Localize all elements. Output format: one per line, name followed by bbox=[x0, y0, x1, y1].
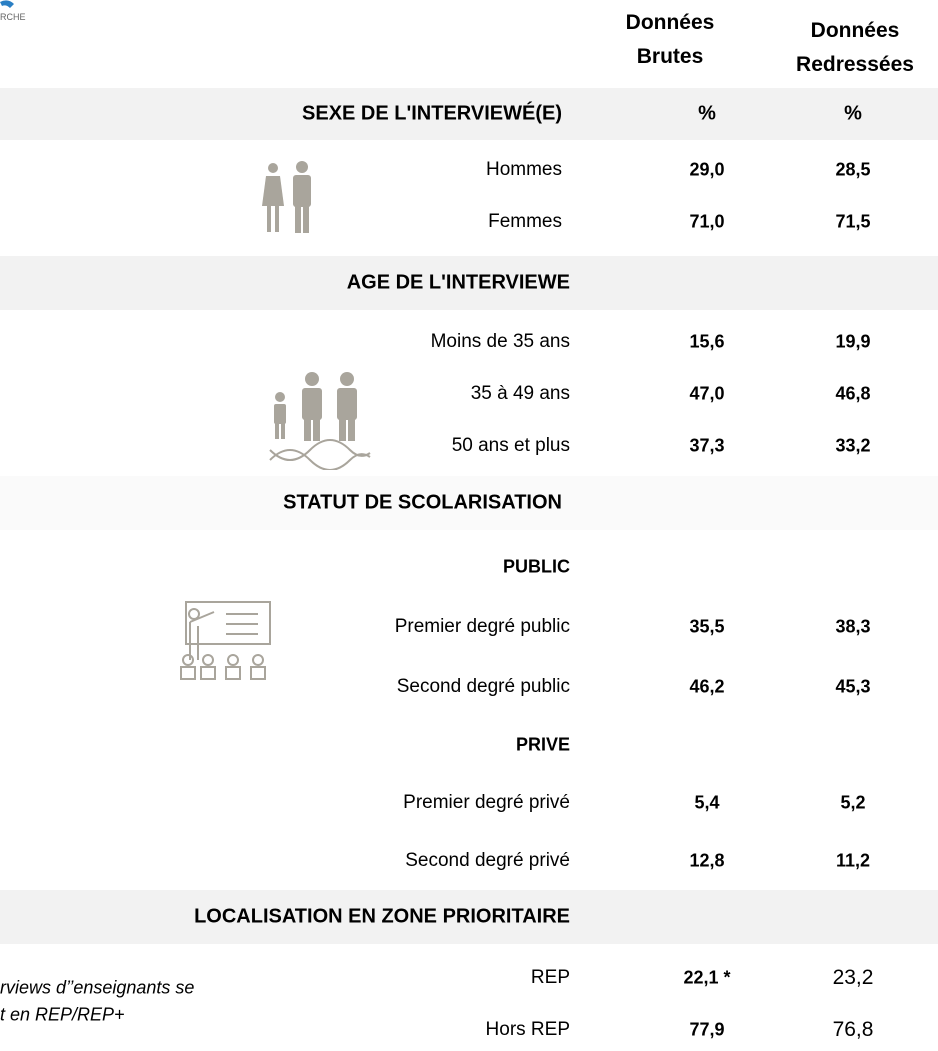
row-label: Hommes bbox=[485, 159, 562, 180]
row-label: REP bbox=[530, 967, 570, 988]
value: 5,4 bbox=[694, 792, 720, 813]
section-title: SEXE DE L'INTERVIEWÉ(E) bbox=[302, 102, 562, 125]
classroom-icon bbox=[180, 601, 271, 680]
row-label: Hors REP bbox=[485, 1019, 570, 1040]
note: rviews d’’enseignants se bbox=[0, 977, 195, 998]
unit: % bbox=[698, 102, 716, 125]
row-label: 35 à 49 ans bbox=[470, 383, 570, 404]
unit: % bbox=[844, 102, 862, 125]
column-header: Données Redressées bbox=[796, 19, 914, 76]
value: 71,5 bbox=[835, 211, 871, 232]
section-title: LOCALISATION EN ZONE PRIORITAIRE bbox=[194, 905, 570, 928]
section-title: STATUT DE SCOLARISATION bbox=[283, 491, 562, 514]
row-label: Femmes bbox=[488, 211, 562, 232]
value: 35,5 bbox=[689, 616, 725, 637]
value: 22,1 * bbox=[683, 967, 731, 988]
logo bbox=[0, 0, 14, 8]
value: 71,0 bbox=[689, 211, 725, 232]
row-label: Second degré privé bbox=[405, 850, 570, 871]
value: 19,9 bbox=[835, 331, 871, 352]
row-label: Premier degré public bbox=[394, 616, 570, 637]
note: t en REP/REP+ bbox=[0, 1004, 125, 1025]
value: 33,2 bbox=[835, 435, 871, 456]
row-label: Second degré public bbox=[396, 676, 570, 697]
value: 5,2 bbox=[840, 792, 866, 813]
column-header: Données Brutes bbox=[625, 11, 715, 68]
value: 38,3 bbox=[835, 616, 871, 637]
value: 12,8 bbox=[689, 850, 725, 871]
group-title: PRIVE bbox=[515, 734, 570, 755]
value: 15,6 bbox=[689, 331, 725, 352]
value: 77,9 bbox=[689, 1019, 725, 1040]
row-label: Moins de 35 ans bbox=[430, 331, 570, 352]
value: 37,3 bbox=[689, 435, 725, 456]
value: 28,5 bbox=[835, 159, 871, 180]
row-label: 50 ans et plus bbox=[451, 435, 570, 456]
section-band bbox=[0, 256, 938, 310]
value: 47,0 bbox=[689, 383, 725, 404]
section-title: AGE DE L'INTERVIEWE bbox=[346, 271, 570, 294]
value: 45,3 bbox=[835, 676, 871, 697]
section-band bbox=[0, 476, 938, 530]
row-label: Premier degré privé bbox=[403, 792, 570, 813]
value: 23,2 bbox=[832, 966, 874, 989]
section-band bbox=[0, 88, 938, 140]
logo-text: RCHE bbox=[0, 12, 26, 22]
value: 29,0 bbox=[689, 159, 725, 180]
section-band bbox=[0, 890, 938, 944]
value: 46,2 bbox=[689, 676, 725, 697]
group-title: PUBLIC bbox=[503, 556, 570, 577]
value: 46,8 bbox=[835, 383, 871, 404]
value: 76,8 bbox=[832, 1018, 874, 1041]
value: 11,2 bbox=[835, 850, 871, 871]
age-icon bbox=[269, 372, 371, 470]
gender-icon bbox=[262, 161, 311, 233]
